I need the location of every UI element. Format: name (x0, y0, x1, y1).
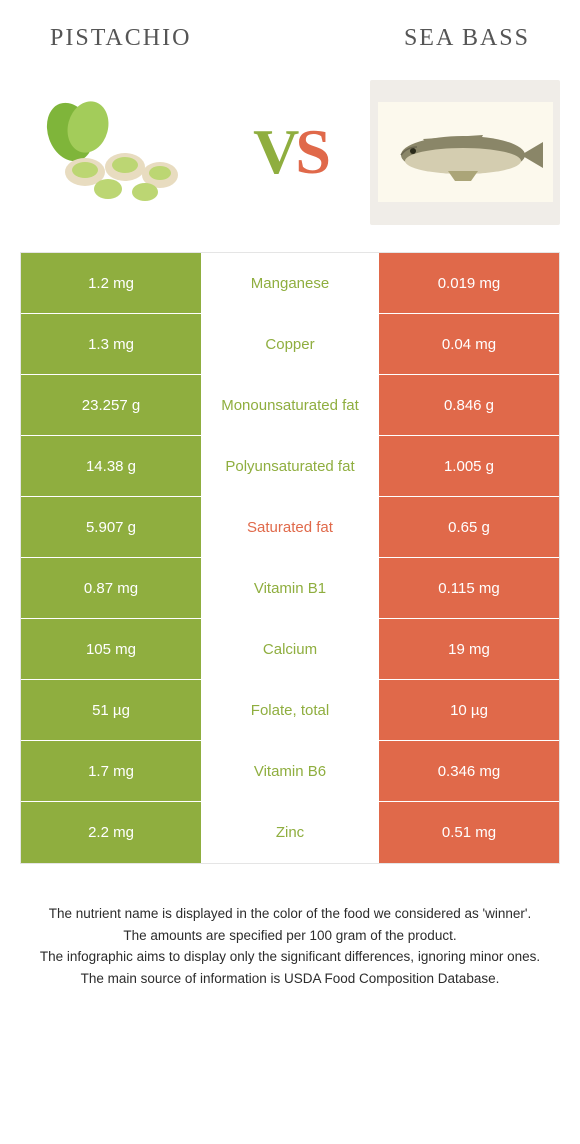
vs-s: S (295, 116, 327, 187)
table-row: 0.87 mg Vitamin B1 0.115 mg (21, 558, 559, 619)
left-value: 2.2 mg (21, 802, 201, 863)
nutrient-name: Polyunsaturated fat (201, 436, 379, 496)
right-value: 19 mg (379, 619, 559, 679)
right-value: 0.019 mg (379, 253, 559, 313)
left-value: 1.7 mg (21, 741, 201, 801)
left-value: 105 mg (21, 619, 201, 679)
table-row: 1.7 mg Vitamin B6 0.346 mg (21, 741, 559, 802)
table-row: 1.2 mg Manganese 0.019 mg (21, 253, 559, 314)
nutrient-name: Calcium (201, 619, 379, 679)
vs-v: V (253, 116, 295, 187)
vs-label: VS (253, 115, 327, 189)
nutrient-name: Folate, total (201, 680, 379, 740)
nutrient-name: Vitamin B1 (201, 558, 379, 618)
table-row: 51 µg Folate, total 10 µg (21, 680, 559, 741)
pistachio-image (20, 80, 210, 225)
left-value: 1.2 mg (21, 253, 201, 313)
left-value: 14.38 g (21, 436, 201, 496)
right-value: 0.51 mg (379, 802, 559, 863)
footer-line: The amounts are specified per 100 gram o… (30, 926, 550, 946)
nutrient-name: Manganese (201, 253, 379, 313)
footer-notes: The nutrient name is displayed in the co… (0, 864, 580, 988)
right-value: 1.005 g (379, 436, 559, 496)
right-value: 10 µg (379, 680, 559, 740)
nutrient-name: Copper (201, 314, 379, 374)
right-value: 0.04 mg (379, 314, 559, 374)
header: PISTACHIO SEA BASS (0, 0, 580, 62)
left-food-title: PISTACHIO (50, 25, 191, 52)
table-row: 2.2 mg Zinc 0.51 mg (21, 802, 559, 863)
table-row: 23.257 g Monounsaturated fat 0.846 g (21, 375, 559, 436)
nutrient-name: Saturated fat (201, 497, 379, 557)
table-row: 1.3 mg Copper 0.04 mg (21, 314, 559, 375)
nutrient-name: Zinc (201, 802, 379, 863)
left-value: 23.257 g (21, 375, 201, 435)
left-value: 51 µg (21, 680, 201, 740)
right-value: 0.846 g (379, 375, 559, 435)
nutrient-table: 1.2 mg Manganese 0.019 mg 1.3 mg Copper … (20, 252, 560, 864)
table-row: 105 mg Calcium 19 mg (21, 619, 559, 680)
nutrient-name: Monounsaturated fat (201, 375, 379, 435)
seabass-image (370, 80, 560, 225)
footer-line: The main source of information is USDA F… (30, 969, 550, 989)
table-row: 5.907 g Saturated fat 0.65 g (21, 497, 559, 558)
table-row: 14.38 g Polyunsaturated fat 1.005 g (21, 436, 559, 497)
right-food-title: SEA BASS (404, 25, 530, 52)
images-row: VS (0, 62, 580, 252)
right-value: 0.346 mg (379, 741, 559, 801)
left-value: 0.87 mg (21, 558, 201, 618)
right-value: 0.115 mg (379, 558, 559, 618)
footer-line: The nutrient name is displayed in the co… (30, 904, 550, 924)
left-value: 1.3 mg (21, 314, 201, 374)
footer-line: The infographic aims to display only the… (30, 947, 550, 967)
left-value: 5.907 g (21, 497, 201, 557)
right-value: 0.65 g (379, 497, 559, 557)
nutrient-name: Vitamin B6 (201, 741, 379, 801)
